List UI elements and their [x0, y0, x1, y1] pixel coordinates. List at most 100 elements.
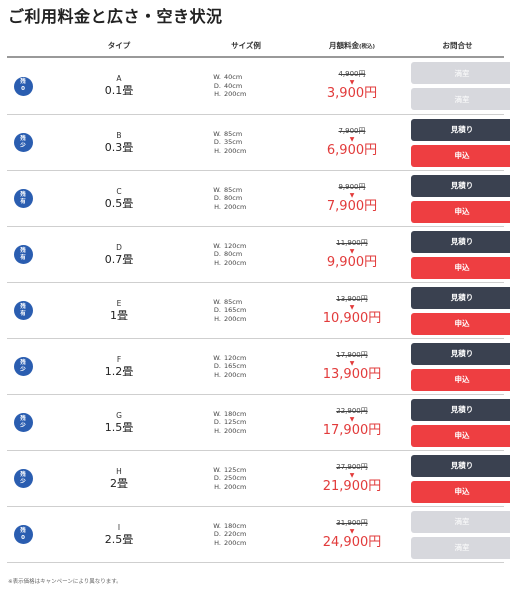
dim-width-label: W.	[213, 73, 221, 82]
availability-badge-bottom: 有	[20, 198, 26, 205]
type-letter: I	[117, 522, 121, 532]
dim-width-label: W.	[213, 409, 221, 418]
quote-button[interactable]: 見積り	[411, 286, 510, 309]
dim-depth-value: 80cm	[224, 250, 243, 259]
dim-height-value: 200cm	[224, 202, 247, 211]
dim-width-label: W.	[213, 241, 221, 250]
apply-button[interactable]: 申込	[411, 424, 510, 447]
down-arrow-icon: ▼	[349, 247, 355, 255]
dimensions-cell: W. 85cm D. 80cm H. 200cm	[199, 186, 293, 212]
apply-button[interactable]: 申込	[411, 256, 510, 279]
availability-badge: 残 少	[13, 413, 33, 432]
dim-height-value: 200cm	[224, 482, 247, 491]
campaign-price: 17,900円	[322, 422, 382, 438]
availability-badge-top: 残	[20, 415, 26, 422]
original-price: 13,900円	[336, 294, 368, 303]
dim-width: W. 180cm	[199, 410, 293, 419]
dim-depth-label: D.	[213, 362, 221, 371]
campaign-price: 21,900円	[322, 478, 382, 494]
dim-width-label: W.	[213, 465, 221, 474]
type-size: 0.1畳	[104, 84, 134, 97]
availability-badge: 残 0	[13, 525, 33, 544]
availability-badge-bottom: 少	[20, 366, 26, 373]
dimensions-cell: W. 85cm D. 35cm H. 200cm	[199, 130, 293, 156]
dim-width-value: 85cm	[224, 297, 243, 306]
table-row: 残 少 B 0.3畳 W. 85cm D. 35cm H. 200cm 7,900円 …	[7, 115, 510, 171]
campaign-price: 10,900円	[322, 310, 382, 326]
type-letter: D	[116, 242, 122, 252]
full-button: 満室	[411, 62, 510, 84]
quote-button[interactable]: 見積り	[411, 454, 510, 477]
dim-depth-label: D.	[213, 250, 221, 259]
availability-cell: 残 少	[7, 133, 39, 152]
full-button: 満室	[411, 88, 510, 110]
dim-width-label: W.	[213, 129, 221, 138]
availability-badge: 残 有	[13, 301, 33, 320]
quote-button[interactable]: 見積り	[411, 118, 510, 141]
dim-depth-label: D.	[213, 306, 221, 315]
apply-button[interactable]: 申込	[411, 144, 510, 167]
availability-badge-bottom: 少	[20, 142, 26, 149]
availability-cell: 残 有	[7, 245, 39, 264]
contact-cell: 満室 満室	[411, 62, 510, 110]
dim-width: W. 120cm	[199, 242, 293, 251]
down-arrow-icon: ▼	[349, 191, 355, 199]
dim-height-value: 200cm	[224, 258, 247, 267]
price-cell: 9,900円 ▼ 7,900円	[293, 183, 411, 215]
table-header: タイプ サイズ例 月額料金(税込) お問合せ	[7, 35, 504, 58]
dim-depth-value: 35cm	[224, 138, 243, 147]
quote-button[interactable]: 見積り	[411, 174, 510, 197]
availability-badge: 残 少	[13, 357, 33, 376]
type-size: 1畳	[110, 308, 128, 322]
availability-badge-top: 残	[20, 191, 26, 198]
dim-depth-value: 125cm	[224, 418, 247, 427]
price-cell: 7,900円 ▼ 6,900円	[293, 127, 411, 159]
dim-width: W. 40cm	[199, 73, 293, 82]
availability-cell: 残 有	[7, 301, 39, 320]
apply-button[interactable]: 申込	[411, 200, 510, 223]
dim-width: W. 85cm	[199, 298, 293, 307]
quote-button[interactable]: 見積り	[411, 342, 510, 365]
availability-cell: 残 少	[7, 469, 39, 488]
dim-height-value: 200cm	[224, 90, 247, 99]
campaign-price: 24,900円	[322, 534, 382, 550]
dim-height-value: 200cm	[224, 426, 247, 435]
availability-badge: 残 0	[13, 76, 33, 96]
dim-depth-label: D.	[213, 194, 221, 203]
dim-width-label: W.	[213, 185, 221, 194]
type-size: 1.2畳	[104, 364, 134, 378]
dimensions-cell: W. 120cm D. 80cm H. 200cm	[199, 242, 293, 268]
availability-badge: 残 有	[13, 189, 33, 208]
apply-button[interactable]: 申込	[411, 480, 510, 503]
dim-width-value: 40cm	[224, 73, 243, 82]
quote-button[interactable]: 見積り	[411, 398, 510, 421]
dim-depth: D. 80cm	[199, 194, 293, 203]
quote-button[interactable]: 見積り	[411, 230, 510, 253]
dim-height: H. 200cm	[199, 315, 293, 324]
original-price: 17,900円	[336, 350, 368, 359]
dim-height-label: H.	[214, 370, 221, 379]
apply-button[interactable]: 申込	[411, 368, 510, 391]
dim-height-label: H.	[214, 202, 221, 211]
dim-width-label: W.	[213, 353, 221, 362]
original-price: 11,900円	[336, 238, 368, 247]
dim-height-value: 200cm	[224, 146, 247, 155]
dim-width-value: 120cm	[224, 241, 247, 250]
dim-width-value: 85cm	[224, 185, 243, 194]
dim-depth: D. 220cm	[199, 530, 293, 539]
apply-button[interactable]: 申込	[411, 312, 510, 335]
contact-cell: 満室 満室	[411, 510, 510, 559]
contact-cell: 見積り 申込	[411, 118, 510, 167]
availability-badge-top: 残	[20, 359, 26, 366]
type-cell: F 1.2畳	[39, 355, 199, 379]
table-row: 残 有 D 0.7畳 W. 120cm D. 80cm H. 200cm 11,900…	[7, 227, 510, 283]
availability-badge-bottom: 0	[21, 534, 25, 541]
price-cell: 11,900円 ▼ 9,900円	[293, 239, 411, 271]
down-arrow-icon: ▼	[349, 135, 355, 143]
type-letter: E	[116, 298, 122, 308]
type-letter: G	[116, 410, 122, 420]
dim-depth-value: 165cm	[224, 306, 247, 315]
dim-height-label: H.	[214, 258, 221, 267]
down-arrow-icon: ▼	[349, 415, 355, 423]
type-letter: F	[116, 354, 122, 364]
